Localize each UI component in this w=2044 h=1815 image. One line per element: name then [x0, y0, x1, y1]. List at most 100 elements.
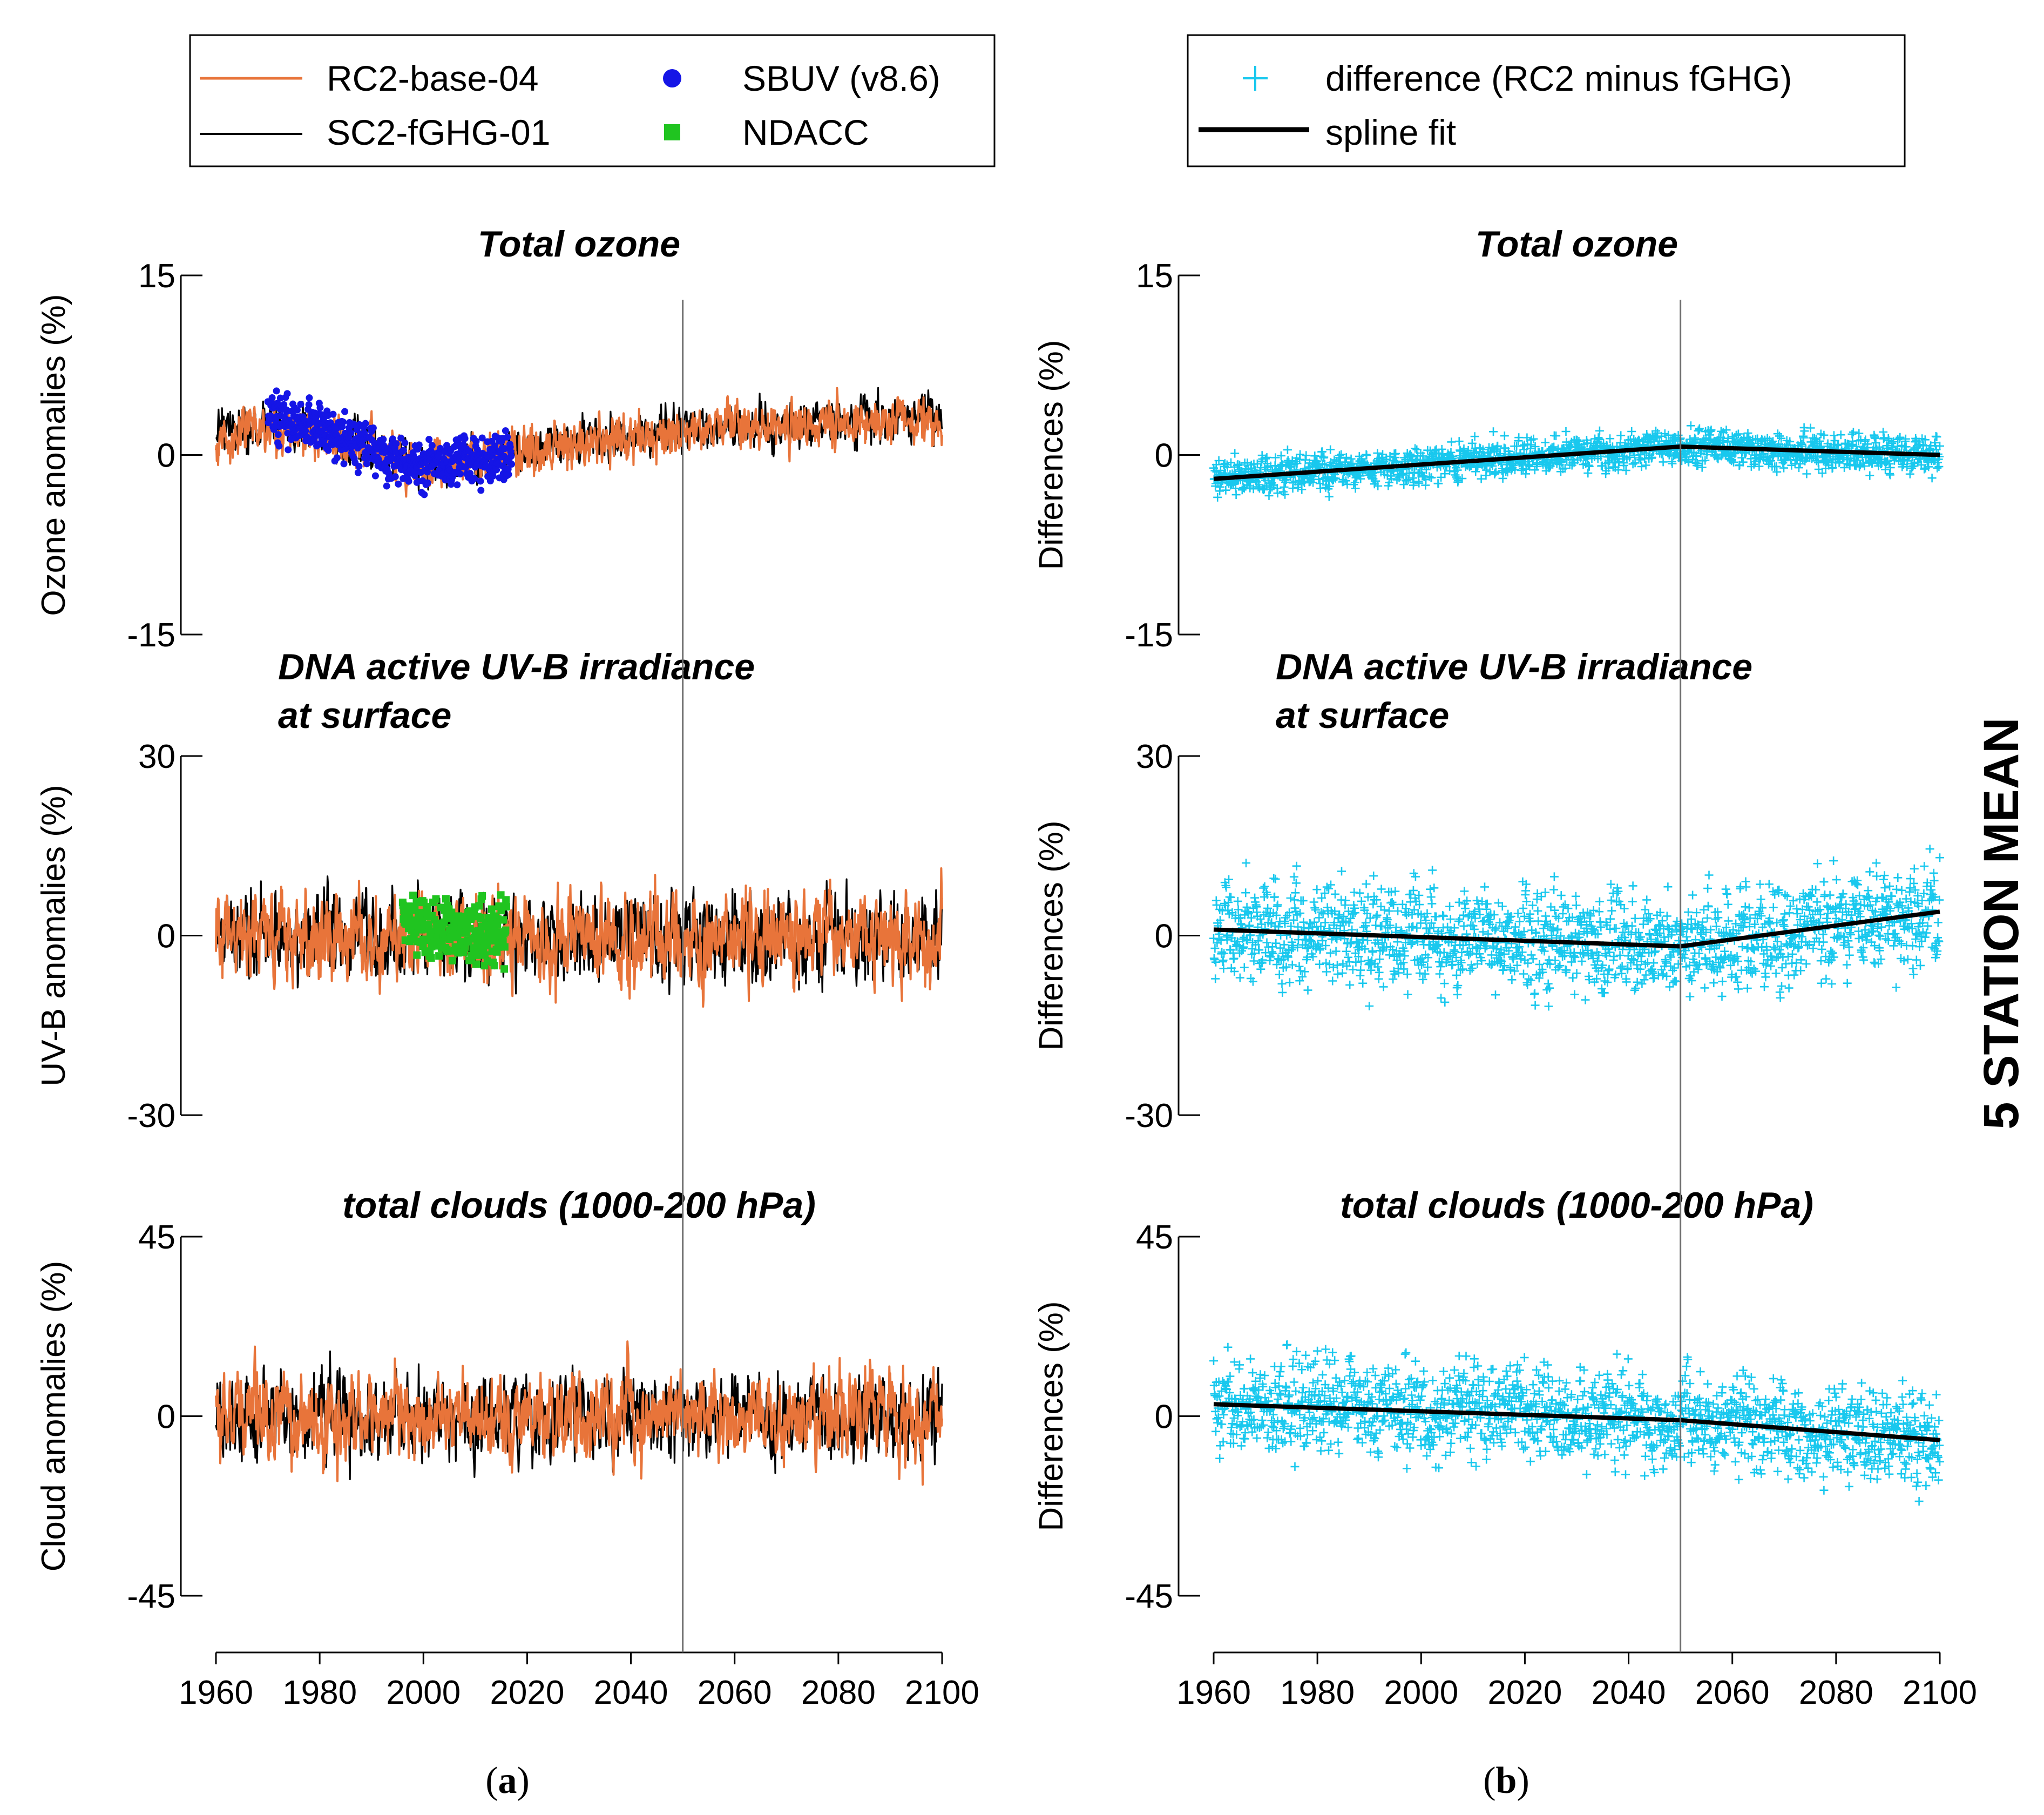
- sbuv-point: [397, 434, 405, 442]
- difference-point: [1616, 438, 1625, 447]
- legend-sbuv-label: SBUV (v8.6): [742, 58, 940, 98]
- ndacc-point: [442, 895, 450, 903]
- difference-point: [1690, 434, 1700, 442]
- difference-point: [1402, 476, 1411, 485]
- difference-point: [1341, 457, 1350, 467]
- x-tick-label-b3-5: 2060: [1695, 1674, 1770, 1711]
- panel-title-a2: DNA active UV-B irradiance: [278, 646, 755, 687]
- difference-point: [1261, 454, 1270, 463]
- ndacc-point: [435, 952, 443, 960]
- ndacc-point: [432, 895, 440, 903]
- difference-point: [1316, 484, 1325, 493]
- sbuv-point: [274, 431, 282, 438]
- legend-difference-marker: [1243, 66, 1268, 91]
- difference-point: [1619, 461, 1628, 470]
- x-tick-label-a3-7: 2100: [905, 1674, 979, 1711]
- difference-point: [1470, 432, 1479, 441]
- difference-point: [1693, 461, 1702, 470]
- y-tick-label-a1-0: -15: [127, 617, 175, 654]
- sbuv-point: [297, 401, 304, 408]
- difference-point: [1296, 450, 1305, 459]
- series-sbuv-a1: [264, 387, 516, 498]
- difference-point: [1373, 449, 1382, 458]
- difference-point: [1584, 461, 1593, 470]
- difference-point: [1659, 457, 1668, 467]
- difference-point: [1713, 453, 1722, 462]
- sbuv-point: [285, 446, 292, 454]
- difference-point: [1437, 473, 1446, 482]
- sbuv-point: [395, 480, 402, 488]
- difference-point: [1621, 466, 1630, 475]
- difference-point: [1525, 462, 1534, 471]
- difference-point: [1489, 427, 1498, 436]
- sbuv-point: [392, 440, 400, 448]
- difference-point: [1342, 453, 1351, 462]
- x-tick-label-a3-0: 1960: [179, 1674, 253, 1711]
- difference-point: [1214, 456, 1223, 465]
- ndacc-point: [413, 951, 421, 959]
- difference-point: [1531, 442, 1540, 451]
- ndacc-point: [443, 947, 451, 955]
- difference-point: [1221, 468, 1230, 477]
- sbuv-point: [456, 470, 464, 478]
- difference-point: [1682, 453, 1691, 462]
- y-tick-label-a1-2: 15: [138, 258, 175, 295]
- difference-point: [1664, 430, 1673, 440]
- difference-point: [1427, 473, 1436, 482]
- sbuv-point: [310, 436, 318, 444]
- difference-point: [1283, 446, 1292, 454]
- difference-point: [1297, 485, 1307, 494]
- sbuv-point: [328, 441, 336, 449]
- difference-point: [1583, 469, 1593, 478]
- difference-point: [1425, 472, 1434, 481]
- sbuv-point: [333, 454, 341, 462]
- sbuv-point: [306, 394, 313, 402]
- y-axis-title-b2: Differences (%): [1033, 820, 1070, 1050]
- sbuv-point: [355, 462, 363, 470]
- difference-point: [1317, 447, 1326, 456]
- series-rc2-a2: [215, 867, 943, 1008]
- y-tick-label-a3-2: 45: [138, 1219, 175, 1256]
- ndacc-point: [427, 954, 435, 962]
- sbuv-point: [425, 436, 433, 443]
- difference-point: [1409, 478, 1418, 487]
- series-ndacc-a2: [398, 891, 510, 973]
- sbuv-point: [443, 442, 451, 449]
- y-axis-title-b1: Differences (%): [1033, 340, 1070, 570]
- sbuv-point: [383, 482, 390, 490]
- x-tick-label-b3-3: 2020: [1487, 1674, 1562, 1711]
- difference-point: [1385, 478, 1393, 487]
- ndacc-point: [409, 892, 417, 900]
- x-tick-label-b3-2: 2000: [1384, 1674, 1458, 1711]
- difference-point: [1585, 462, 1594, 471]
- difference-point: [1276, 451, 1285, 460]
- difference-point: [1387, 474, 1396, 483]
- ndacc-point: [475, 902, 483, 910]
- difference-point: [1324, 492, 1334, 501]
- sbuv-point: [358, 441, 366, 449]
- x-tick-label-b3-1: 1980: [1280, 1674, 1355, 1711]
- sbuv-point: [477, 487, 485, 494]
- sbuv-point: [405, 477, 412, 485]
- difference-point: [1686, 421, 1695, 430]
- y-tick-label-b3-2: 45: [1136, 1219, 1173, 1256]
- difference-point: [1458, 474, 1467, 483]
- ndacc-point: [424, 906, 432, 914]
- sbuv-point: [350, 420, 357, 428]
- difference-point: [1243, 458, 1252, 468]
- sbuv-point: [504, 433, 511, 441]
- panel-title2-b2: at surface: [1276, 695, 1449, 736]
- difference-point: [1527, 435, 1536, 444]
- difference-point: [1434, 479, 1443, 488]
- difference-point: [1454, 476, 1463, 485]
- sbuv-point: [502, 427, 509, 435]
- difference-point: [1478, 445, 1487, 454]
- sbuv-point: [391, 473, 399, 481]
- difference-point: [1373, 482, 1383, 490]
- difference-point: [1616, 431, 1626, 440]
- difference-point: [1668, 459, 1677, 468]
- difference-point: [1470, 449, 1479, 458]
